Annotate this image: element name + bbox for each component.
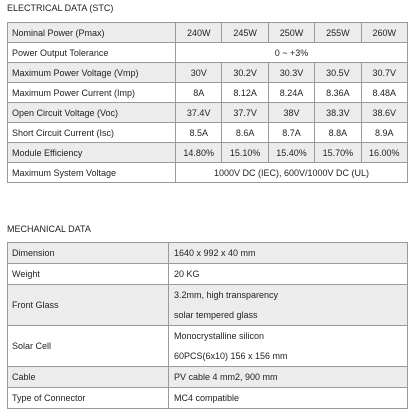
row-label: Cable	[7, 366, 169, 388]
table-row: Power Output Tolerance 0 ~ +3%	[7, 42, 408, 63]
value-line: Monocrystalline silicon	[174, 331, 265, 341]
cell-value: 0 ~ +3%	[175, 42, 408, 63]
table-row: Cable PV cable 4 mm2, 900 mm	[7, 366, 408, 388]
cell-value: 30.7V	[360, 62, 409, 83]
cell-value: Monocrystalline silicon 60PCS(6x10) 156 x…	[168, 325, 408, 367]
value-line: MC4 compatible	[174, 393, 240, 403]
table-row: Front Glass 3.2mm, high transparency solar…	[7, 284, 408, 326]
cell-value: 37.4V	[174, 102, 223, 123]
cell-value: 8A	[174, 82, 223, 103]
cell-value: 8.9A	[360, 122, 409, 143]
section-title: ELECTRICAL DATA (STC)	[7, 3, 114, 13]
cell-value: 8.12A	[221, 82, 269, 103]
value-line: 1640 x 992 x 40 mm	[174, 248, 256, 258]
value-line: 60PCS(6x10) 156 x 156 mm	[174, 351, 288, 361]
table-row: Short Circuit Current (Isc) 8.5A 8.6A 8.7A 8…	[7, 122, 409, 143]
row-label: Solar Cell	[7, 325, 169, 367]
cell-value: 8.7A	[267, 122, 316, 143]
table-row: Dimension 1640 x 992 x 40 mm	[7, 242, 408, 264]
cell-value: 1640 x 992 x 40 mm	[168, 242, 408, 264]
cell-value: 8.8A	[314, 122, 362, 143]
cell-value: 8.6A	[221, 122, 269, 143]
cell-value: 30V	[174, 62, 223, 83]
table-row: Maximum System Voltage 1000V DC (IEC), 60…	[7, 162, 408, 183]
cell-value: 38V	[267, 102, 316, 123]
table-row: Maximum Power Current (Imp) 8A 8.12A 8.24A 8…	[7, 82, 409, 103]
cell-value: 8.48A	[360, 82, 409, 103]
section-title: MECHANICAL DATA	[7, 224, 91, 234]
cell-value: 30.3V	[267, 62, 316, 83]
row-label: Front Glass	[7, 284, 169, 326]
cell-value: 37.7V	[221, 102, 269, 123]
row-label: Maximum System Voltage	[7, 162, 176, 183]
row-label: Module Efficiency	[7, 142, 176, 163]
cell-value: 30.5V	[314, 62, 362, 83]
row-label: Power Output Tolerance	[7, 42, 176, 63]
table-row: Weight 20 KG	[7, 263, 408, 285]
cell-value: 3.2mm, high transparency solar tempered g…	[168, 284, 408, 326]
value-line: solar tempered glass	[174, 310, 258, 320]
cell-value: 38.6V	[360, 102, 409, 123]
table-row: Solar Cell Monocrystalline silicon 60PCS(6…	[7, 325, 408, 367]
table-row: Module Efficiency 14.80% 15.10% 15.40% 15.70…	[7, 142, 409, 163]
row-label: Type of Connector	[7, 387, 169, 409]
cell-value: 250W	[267, 22, 316, 43]
cell-value: 20 KG	[168, 263, 408, 285]
row-label: Nominal Power (Pmax)	[7, 22, 176, 43]
cell-value: 8.36A	[314, 82, 362, 103]
row-label: Open Circuit Voltage (Voc)	[7, 102, 176, 123]
cell-value: 38.3V	[314, 102, 362, 123]
cell-value: 8.24A	[267, 82, 316, 103]
cell-value: 255W	[314, 22, 362, 43]
cell-value: 8.5A	[174, 122, 223, 143]
cell-value: 30.2V	[221, 62, 269, 83]
row-label: Maximum Power Voltage (Vmp)	[7, 62, 176, 83]
table-row: Nominal Power (Pmax) 240W 245W 250W 255W 260W	[7, 22, 409, 43]
row-label: Weight	[7, 263, 169, 285]
mechanical-table: Dimension 1640 x 992 x 40 mm Weight 20 KG Fr…	[7, 242, 408, 409]
electrical-table: Nominal Power (Pmax) 240W 245W 250W 255W 260W…	[7, 22, 409, 183]
value-line: PV cable 4 mm2, 900 mm	[174, 372, 278, 382]
cell-value: 1000V DC (IEC), 600V/1000V DC (UL)	[175, 162, 408, 183]
table-row: Open Circuit Voltage (Voc) 37.4V 37.7V 38V 3…	[7, 102, 409, 123]
cell-value: MC4 compatible	[168, 387, 408, 409]
cell-value: 260W	[360, 22, 409, 43]
value-line: 3.2mm, high transparency	[174, 290, 279, 300]
table-row: Type of Connector MC4 compatible	[7, 387, 408, 409]
cell-value: 245W	[221, 22, 269, 43]
cell-value: 14.80%	[174, 142, 223, 163]
row-label: Maximum Power Current (Imp)	[7, 82, 176, 103]
cell-value: 15.10%	[221, 142, 269, 163]
cell-value: 15.70%	[314, 142, 362, 163]
cell-value: 16.00%	[360, 142, 409, 163]
cell-value: 240W	[174, 22, 223, 43]
cell-value: 15.40%	[267, 142, 316, 163]
row-label: Short Circuit Current (Isc)	[7, 122, 176, 143]
value-line: 20 KG	[174, 269, 200, 279]
table-row: Maximum Power Voltage (Vmp) 30V 30.2V 30.3V…	[7, 62, 409, 83]
cell-value: PV cable 4 mm2, 900 mm	[168, 366, 408, 388]
row-label: Dimension	[7, 242, 169, 264]
